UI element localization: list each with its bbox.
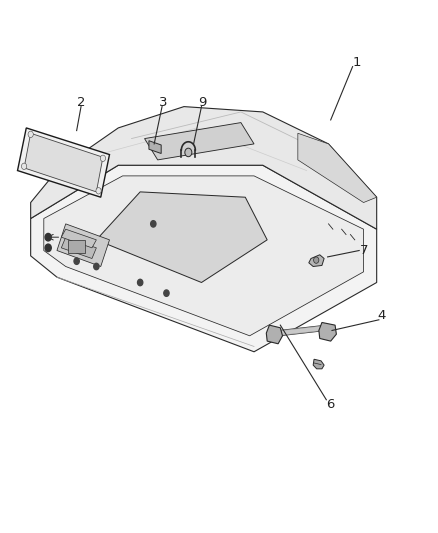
Polygon shape	[266, 325, 283, 344]
Circle shape	[96, 188, 101, 194]
Circle shape	[94, 263, 99, 270]
Circle shape	[45, 233, 51, 241]
Circle shape	[138, 279, 143, 286]
Text: 2: 2	[77, 96, 85, 109]
Polygon shape	[61, 229, 96, 248]
Circle shape	[21, 163, 27, 169]
Circle shape	[164, 290, 169, 296]
FancyBboxPatch shape	[68, 240, 85, 253]
Polygon shape	[24, 133, 103, 192]
Circle shape	[74, 258, 79, 264]
Text: 9: 9	[198, 96, 207, 109]
Polygon shape	[149, 141, 161, 154]
Circle shape	[151, 221, 156, 227]
Circle shape	[314, 257, 319, 263]
Polygon shape	[298, 133, 377, 203]
Text: 4: 4	[378, 309, 386, 322]
Polygon shape	[319, 322, 336, 341]
Polygon shape	[31, 107, 377, 229]
Polygon shape	[145, 123, 254, 160]
Polygon shape	[309, 255, 324, 266]
Circle shape	[100, 155, 106, 161]
Circle shape	[45, 244, 51, 252]
Text: 1: 1	[353, 56, 361, 69]
Polygon shape	[31, 165, 377, 352]
Polygon shape	[18, 128, 109, 197]
Circle shape	[185, 148, 192, 157]
Polygon shape	[57, 224, 110, 266]
Text: 6: 6	[326, 398, 335, 410]
Circle shape	[28, 131, 33, 138]
Polygon shape	[313, 359, 324, 369]
Polygon shape	[61, 237, 96, 259]
Polygon shape	[96, 192, 267, 282]
Text: 3: 3	[159, 96, 167, 109]
Polygon shape	[44, 176, 364, 336]
Text: 7: 7	[360, 244, 369, 257]
